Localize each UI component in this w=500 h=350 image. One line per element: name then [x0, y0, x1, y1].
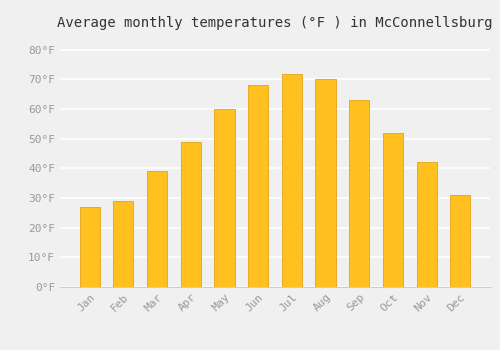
- Bar: [383, 133, 403, 287]
- Bar: [147, 172, 167, 287]
- Title: Average monthly temperatures (°F ) in McConnellsburg: Average monthly temperatures (°F ) in Mc…: [57, 16, 493, 30]
- Bar: [180, 142, 201, 287]
- Bar: [80, 207, 100, 287]
- Bar: [248, 85, 268, 287]
- Bar: [282, 74, 302, 287]
- Bar: [349, 100, 370, 287]
- Bar: [214, 109, 234, 287]
- Bar: [450, 195, 470, 287]
- Bar: [316, 79, 336, 287]
- Bar: [113, 201, 134, 287]
- Bar: [416, 162, 437, 287]
